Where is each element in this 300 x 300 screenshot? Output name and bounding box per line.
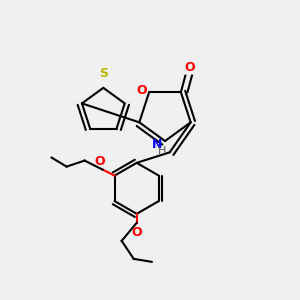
- Text: H: H: [158, 146, 166, 156]
- Text: O: O: [136, 84, 147, 97]
- Text: O: O: [184, 61, 195, 74]
- Text: O: O: [131, 226, 142, 239]
- Text: N: N: [152, 137, 163, 151]
- Text: O: O: [94, 155, 105, 168]
- Text: S: S: [99, 67, 108, 80]
